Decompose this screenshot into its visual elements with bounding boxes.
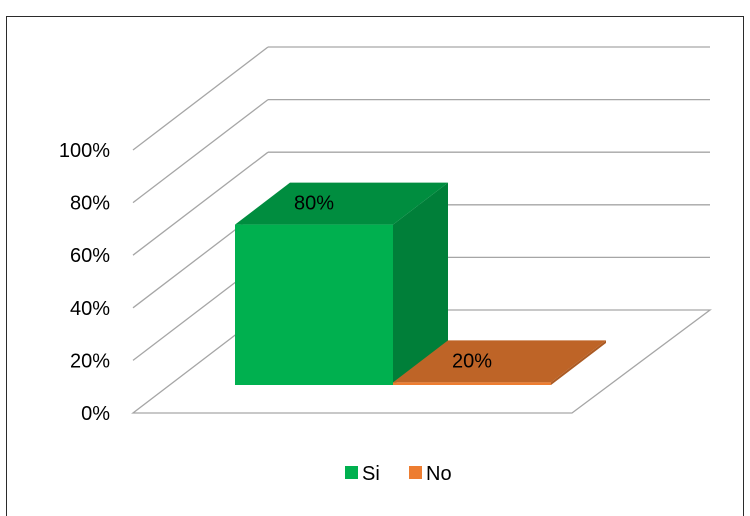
legend-label-no: No (426, 463, 452, 485)
legend-swatch-si (345, 466, 358, 479)
bar-side-face (551, 340, 606, 385)
bar-si (235, 182, 448, 385)
chart-floor (131, 309, 712, 414)
y-tick-label: 40% (70, 298, 110, 320)
y-tick-label: 0% (81, 403, 110, 425)
y-tick-label: 100% (59, 140, 110, 162)
y-tick-label: 80% (70, 193, 110, 215)
bar-front-face (235, 224, 393, 385)
data-label: 20% (452, 350, 492, 372)
bar-top-face (235, 182, 448, 225)
bar-top-face (393, 340, 606, 383)
gridline-side (132, 151, 269, 256)
legend: Si No (345, 463, 452, 485)
y-tick-label: 60% (70, 245, 110, 267)
gridline-side (132, 46, 269, 151)
bar-front-face (393, 382, 551, 385)
bar-no (393, 340, 606, 385)
legend-swatch-no (409, 466, 422, 479)
gridline-side (132, 99, 269, 204)
y-tick-label: 20% (70, 350, 110, 372)
bar-side-face (393, 182, 448, 385)
data-label: 80% (294, 193, 334, 215)
legend-label-si: Si (362, 463, 380, 485)
